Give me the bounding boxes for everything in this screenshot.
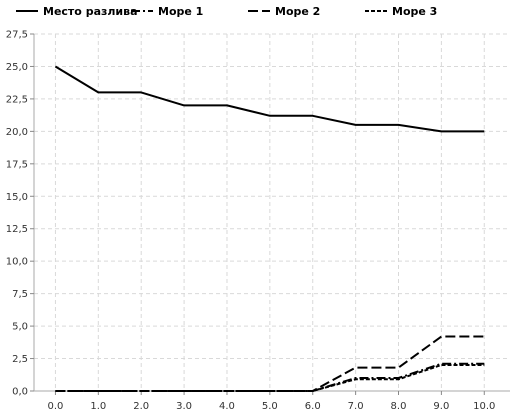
x-tick-label: 5.0 [262, 401, 278, 412]
x-tick-label: 8.0 [391, 401, 407, 412]
x-tick-label: 10.0 [473, 401, 495, 412]
plot-area [34, 34, 510, 391]
grid [34, 33, 510, 392]
y-tick-label: 22,5 [6, 94, 28, 105]
x-tick-label: 7.0 [348, 401, 364, 412]
y-tick-label: 7,5 [12, 289, 28, 300]
y-tick-label: 15,0 [6, 192, 28, 203]
y-tick-label: 27,5 [6, 30, 28, 41]
x-tick-label: 6.0 [305, 401, 321, 412]
x-tick-label: 1.0 [90, 401, 106, 412]
y-tick-label: 10,0 [6, 257, 28, 268]
y-tick-label: 2,5 [12, 354, 28, 365]
y-tick-label: 5,0 [12, 322, 28, 333]
x-tick-label: 2.0 [133, 401, 149, 412]
x-tick-label: 3.0 [176, 401, 192, 412]
y-tick-label: 25,0 [6, 62, 28, 73]
y-tick-label: 20,0 [6, 127, 28, 138]
legend-label-2: Море 1 [158, 5, 203, 18]
legend: Место разлива Море 1 Море 2 Море 3 [16, 5, 437, 18]
series-lines [54, 65, 485, 392]
x-tick-label: 9.0 [433, 401, 449, 412]
series-line-3 [55, 335, 485, 392]
legend-label-3: Море 2 [275, 5, 320, 18]
y-tick-label: 17,5 [6, 159, 28, 170]
y-tick-label: 0,0 [12, 387, 28, 398]
x-axis-ticks: 0.0 1.0 2.0 3.0 4.0 5.0 6.0 7.0 8.0 9.0 10.0 [47, 391, 495, 412]
y-tick-label: 12,5 [6, 224, 28, 235]
legend-label-1: Место разлива [43, 5, 138, 18]
series-line-1 [54, 65, 485, 133]
x-tick-label: 4.0 [219, 401, 235, 412]
x-tick-label: 0.0 [47, 401, 63, 412]
legend-label-4: Море 3 [392, 5, 437, 18]
y-axis-ticks: 0,0 2,5 5,0 7,5 10,0 12,5 15,0 17,5 20,0 22,5 25,0… [6, 30, 34, 398]
